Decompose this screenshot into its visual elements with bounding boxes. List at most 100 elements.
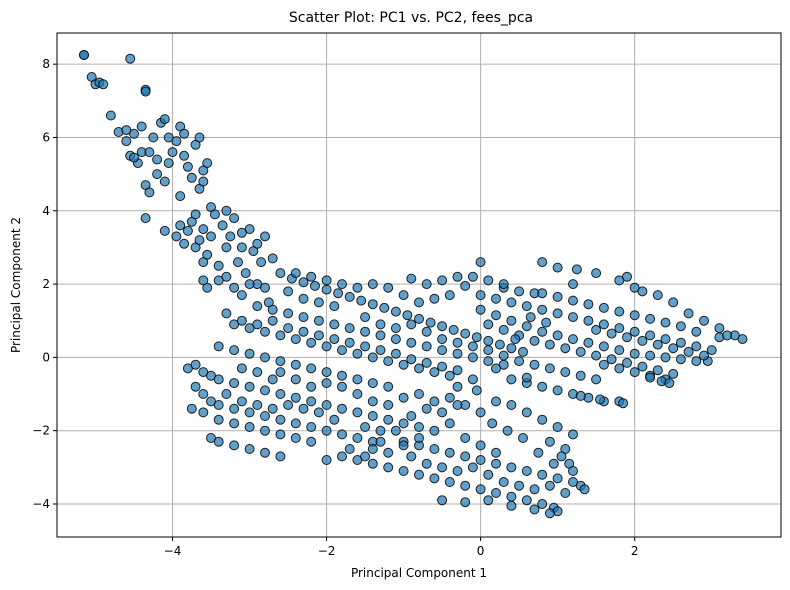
scatter-point: [406, 319, 417, 330]
scatter-point: [444, 290, 455, 301]
scatter-point: [491, 458, 501, 469]
scatter-point: [329, 319, 340, 330]
scatter-point: [467, 271, 478, 282]
scatter-point: [290, 359, 301, 370]
scatter-point: [521, 466, 532, 476]
scatter-point: [421, 458, 432, 469]
scatter-point: [290, 392, 301, 403]
scatter-point: [591, 268, 602, 279]
scatter-point: [360, 326, 371, 337]
scatter-point: [321, 367, 332, 378]
scatter-point: [487, 418, 498, 429]
scatter-point: [390, 334, 401, 345]
scatter-point: [321, 341, 332, 352]
scatter-point: [506, 491, 517, 502]
scatter-point: [491, 396, 501, 407]
scatter-point: [379, 302, 390, 313]
scatter-point: [579, 484, 590, 495]
scatter-point: [206, 231, 216, 242]
scatter-point: [637, 361, 648, 372]
scatter-point: [337, 381, 347, 392]
scatter-point: [267, 304, 278, 315]
scatter-point: [375, 319, 386, 330]
scatter-point: [375, 436, 386, 447]
scatter-point: [344, 337, 355, 348]
scatter-point: [583, 315, 594, 326]
scatter-point: [398, 290, 409, 301]
scatter-point: [437, 407, 448, 418]
scatter-point: [529, 359, 540, 370]
scatter-point: [533, 447, 544, 458]
scatter-point: [329, 301, 340, 312]
scatter-point: [233, 257, 243, 268]
scatter-point: [198, 275, 209, 286]
scatter-point: [221, 205, 232, 216]
scatter-point: [213, 275, 224, 286]
scatter-point: [152, 154, 163, 165]
scatter-point: [429, 473, 440, 484]
scatter-point: [537, 288, 548, 299]
scatter-point: [236, 315, 247, 326]
scatter-point: [483, 495, 494, 506]
scatter-point: [645, 372, 656, 383]
scatter-point: [390, 306, 401, 317]
x-tick-label: 0: [477, 544, 485, 558]
scatter-point: [275, 268, 286, 279]
scatter-point: [491, 447, 501, 458]
scatter-point: [136, 121, 147, 132]
scatter-point: [186, 172, 197, 183]
scatter-point: [514, 480, 525, 491]
scatter-point: [452, 400, 463, 410]
scatter-point: [699, 350, 709, 361]
scatter-point: [591, 324, 602, 335]
scatter-point: [421, 326, 432, 337]
scatter-point: [321, 378, 332, 389]
scatter-point: [460, 451, 471, 462]
scatter-point: [444, 477, 455, 487]
scatter-point: [544, 508, 555, 519]
scatter-point: [298, 403, 309, 414]
scatter-point: [275, 330, 286, 341]
scatter-point: [568, 312, 578, 323]
scatter-point: [475, 407, 486, 418]
scatter-point: [209, 209, 220, 220]
scatter-point: [79, 50, 89, 60]
scatter-point: [337, 451, 347, 462]
scatter-point: [475, 304, 486, 315]
scatter-point: [167, 147, 178, 158]
scatter-point: [460, 280, 471, 291]
scatter-point: [529, 335, 540, 346]
scatter-point: [171, 136, 182, 147]
scatter-point: [544, 363, 555, 374]
scatter-point: [429, 425, 440, 436]
y-tick-label: 2: [42, 277, 50, 291]
scatter-point: [483, 469, 494, 480]
scatter-point: [406, 273, 417, 284]
scatter-point: [568, 295, 578, 306]
scatter-point: [437, 321, 448, 332]
scatter-point: [437, 361, 448, 372]
scatter-point: [390, 323, 401, 334]
scatter-point: [375, 345, 386, 356]
scatter-point: [483, 335, 494, 346]
scatter-point: [267, 253, 278, 264]
scatter-point: [337, 370, 347, 381]
scatter-point: [429, 444, 440, 454]
scatter-point: [213, 436, 224, 447]
scatter-point: [344, 323, 355, 334]
scatter-point: [552, 291, 563, 302]
scatter-point: [560, 367, 571, 378]
scatter-point: [321, 400, 332, 410]
scatter-point: [483, 356, 494, 367]
scatter-point: [352, 389, 363, 399]
y-tick-label: 0: [42, 350, 50, 364]
scatter-point: [537, 304, 548, 315]
scatter-point: [614, 345, 625, 356]
scatter-point: [437, 495, 448, 506]
scatter-point: [414, 433, 424, 443]
scatter-point: [290, 433, 301, 443]
scatter-point: [583, 299, 594, 310]
scatter-point: [213, 260, 224, 271]
scatter-point: [283, 308, 294, 319]
scatter-point: [414, 363, 424, 374]
